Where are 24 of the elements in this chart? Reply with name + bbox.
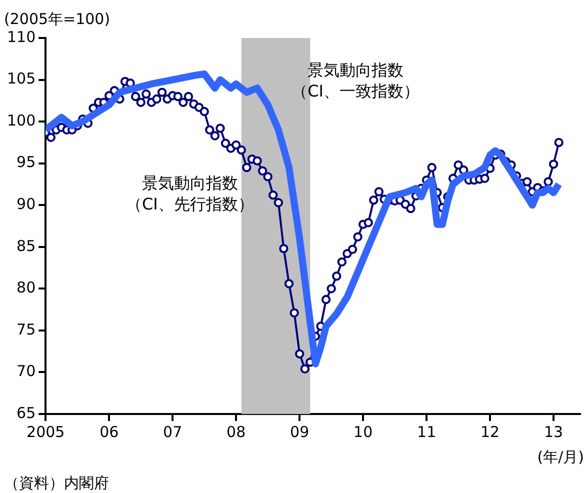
y-tick-label: 100 [6,111,36,130]
x-tick-label: 07 [163,422,182,441]
y-tick-label: 110 [6,28,36,46]
y-tick-label: 85 [16,236,36,255]
y-tick-label: 90 [16,195,36,213]
x-tick-label: 08 [226,422,246,441]
y-axis-title: (2005年=100) [4,10,110,28]
y-tick-label: 95 [16,153,36,172]
y-tick-label: 105 [6,70,36,88]
series-label: 景気動向指数（CI、一致指数） [292,60,420,101]
y-tick-label: 75 [16,320,36,338]
text: （資料）内閣府 [4,474,109,492]
x-tick-label: 11 [417,422,436,441]
x-tick-label: 06 [100,422,119,441]
x-tick-label: 12 [480,422,500,441]
y-tick-label: 80 [16,278,36,297]
y-tick-label: 65 [16,404,36,422]
x-tick-label: 13 [544,422,564,441]
x-tick-label: 09 [290,422,310,441]
x-axis-title: (年/月) [537,448,584,466]
series-label: 景気動向指数（CI、先行指数） [126,173,254,214]
x-tick-label: 2005 [26,422,65,441]
y-tick-label: 70 [16,362,36,380]
x-tick-label: 10 [354,422,373,441]
